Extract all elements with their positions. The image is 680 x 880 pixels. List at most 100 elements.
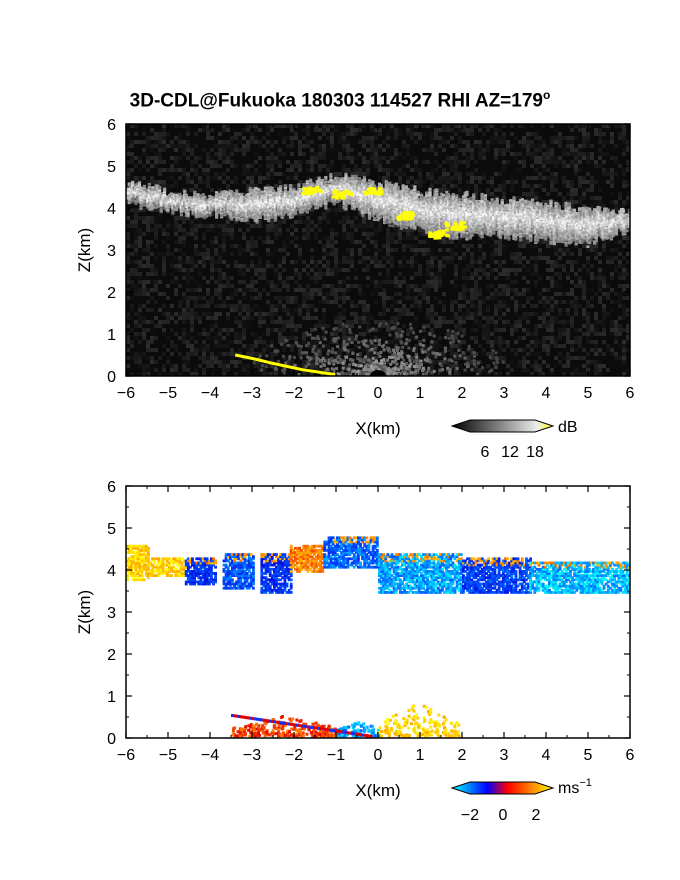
reflectivity-noise-pixel xyxy=(538,252,542,256)
reflectivity-noise-pixel xyxy=(598,136,602,140)
reflectivity-noise-pixel xyxy=(478,244,482,248)
reflectivity-noise-pixel xyxy=(546,300,550,304)
reflectivity-noise-pixel xyxy=(382,312,386,316)
reflectivity-noise-pixel xyxy=(146,328,150,332)
reflectivity-noise-pixel xyxy=(386,144,390,148)
reflectivity-noise-pixel xyxy=(606,368,610,372)
reflectivity-noise-pixel xyxy=(494,260,498,264)
reflectivity-noise-pixel xyxy=(514,272,518,276)
reflectivity-noise-pixel xyxy=(450,164,454,168)
reflectivity-noise-pixel xyxy=(318,228,322,232)
reflectivity-noise-pixel xyxy=(450,300,454,304)
reflectivity-noise-pixel xyxy=(242,304,246,308)
reflectivity-clutter-pixel xyxy=(488,370,492,374)
reflectivity-noise-pixel xyxy=(170,272,174,276)
reflectivity-noise-pixel xyxy=(198,364,202,368)
reflectivity-noise-pixel xyxy=(510,324,514,328)
reflectivity-noise-pixel xyxy=(406,260,410,264)
reflectivity-noise-pixel xyxy=(310,220,314,224)
reflectivity-noise-pixel xyxy=(418,176,422,180)
reflectivity-noise-pixel xyxy=(542,180,546,184)
reflectivity-noise-pixel xyxy=(582,128,586,132)
reflectivity-noise-pixel xyxy=(190,220,194,224)
reflectivity-noise-pixel xyxy=(518,360,522,364)
reflectivity-noise-pixel xyxy=(474,196,478,200)
reflectivity-noise-pixel xyxy=(286,216,290,220)
reflectivity-cloud-pixel xyxy=(126,192,130,196)
reflectivity-noise-pixel xyxy=(250,252,254,256)
reflectivity-noise-pixel xyxy=(414,300,418,304)
reflectivity-noise-pixel xyxy=(578,248,582,252)
reflectivity-noise-pixel xyxy=(366,256,370,260)
reflectivity-noise-pixel xyxy=(162,260,166,264)
reflectivity-noise-pixel xyxy=(146,256,150,260)
reflectivity-noise-pixel xyxy=(342,332,346,336)
reflectivity-clutter-pixel xyxy=(421,344,425,348)
reflectivity-clutter-pixel xyxy=(496,360,500,364)
reflectivity-clutter-pixel xyxy=(313,327,317,331)
reflectivity-noise-pixel xyxy=(554,140,558,144)
reflectivity-noise-pixel xyxy=(374,280,378,284)
reflectivity-noise-pixel xyxy=(386,136,390,140)
reflectivity-clutter-pixel xyxy=(379,364,383,368)
reflectivity-clutter-pixel xyxy=(395,332,399,336)
reflectivity-noise-pixel xyxy=(218,148,222,152)
reflectivity-noise-pixel xyxy=(538,144,542,148)
reflectivity-noise-pixel xyxy=(394,136,398,140)
reflectivity-noise-pixel xyxy=(458,240,462,244)
reflectivity-noise-pixel xyxy=(414,252,418,256)
reflectivity-cloud-pixel xyxy=(147,190,152,193)
reflectivity-noise-pixel xyxy=(258,320,262,324)
reflectivity-noise-pixel xyxy=(626,268,630,272)
reflectivity-noise-pixel xyxy=(558,140,562,144)
reflectivity-noise-pixel xyxy=(246,264,250,268)
reflectivity-noise-pixel xyxy=(130,372,134,376)
reflectivity-noise-pixel xyxy=(174,268,178,272)
reflectivity-clutter-pixel xyxy=(375,361,379,365)
reflectivity-noise-pixel xyxy=(546,268,550,272)
reflectivity-noise-pixel xyxy=(230,236,234,240)
reflectivity-noise-pixel xyxy=(290,176,294,180)
reflectivity-noise-pixel xyxy=(226,220,230,224)
reflectivity-noise-pixel xyxy=(582,364,586,368)
reflectivity-noise-pixel xyxy=(418,288,422,292)
reflectivity-noise-pixel xyxy=(222,128,226,132)
reflectivity-noise-pixel xyxy=(154,224,158,228)
reflectivity-noise-pixel xyxy=(274,320,278,324)
reflectivity-noise-pixel xyxy=(354,284,358,288)
reflectivity-noise-pixel xyxy=(206,332,210,336)
reflectivity-noise-pixel xyxy=(210,128,214,132)
reflectivity-noise-pixel xyxy=(198,128,202,132)
reflectivity-noise-pixel xyxy=(570,300,574,304)
reflectivity-noise-pixel xyxy=(546,372,550,376)
reflectivity-noise-pixel xyxy=(438,264,442,268)
reflectivity-noise-pixel xyxy=(466,276,470,280)
reflectivity-noise-pixel xyxy=(126,356,130,360)
reflectivity-noise-pixel xyxy=(318,144,322,148)
reflectivity-noise-pixel xyxy=(266,332,270,336)
reflectivity-noise-pixel xyxy=(586,288,590,292)
reflectivity-cloud-pixel xyxy=(156,190,160,194)
reflectivity-noise-pixel xyxy=(450,184,454,188)
reflectivity-noise-pixel xyxy=(386,172,390,176)
reflectivity-noise-pixel xyxy=(174,320,178,324)
reflectivity-noise-pixel xyxy=(322,148,326,152)
reflectivity-noise-pixel xyxy=(594,368,598,372)
reflectivity-noise-pixel xyxy=(286,312,290,316)
reflectivity-noise-pixel xyxy=(206,196,210,200)
reflectivity-noise-pixel xyxy=(310,268,314,272)
reflectivity-cloud-pixel xyxy=(131,192,135,196)
reflectivity-noise-pixel xyxy=(538,368,542,372)
reflectivity-noise-pixel xyxy=(498,308,502,312)
reflectivity-noise-pixel xyxy=(226,276,230,280)
reflectivity-noise-pixel xyxy=(238,336,242,340)
reflectivity-noise-pixel xyxy=(182,272,186,276)
reflectivity-noise-pixel xyxy=(614,248,618,252)
reflectivity-cloud-pixel xyxy=(149,194,153,198)
reflectivity-noise-pixel xyxy=(198,224,202,228)
reflectivity-noise-pixel xyxy=(610,156,614,160)
reflectivity-noise-pixel xyxy=(254,280,258,284)
reflectivity-cloud-pixel xyxy=(136,193,140,196)
reflectivity-noise-pixel xyxy=(214,292,218,296)
reflectivity-noise-pixel xyxy=(366,220,370,224)
